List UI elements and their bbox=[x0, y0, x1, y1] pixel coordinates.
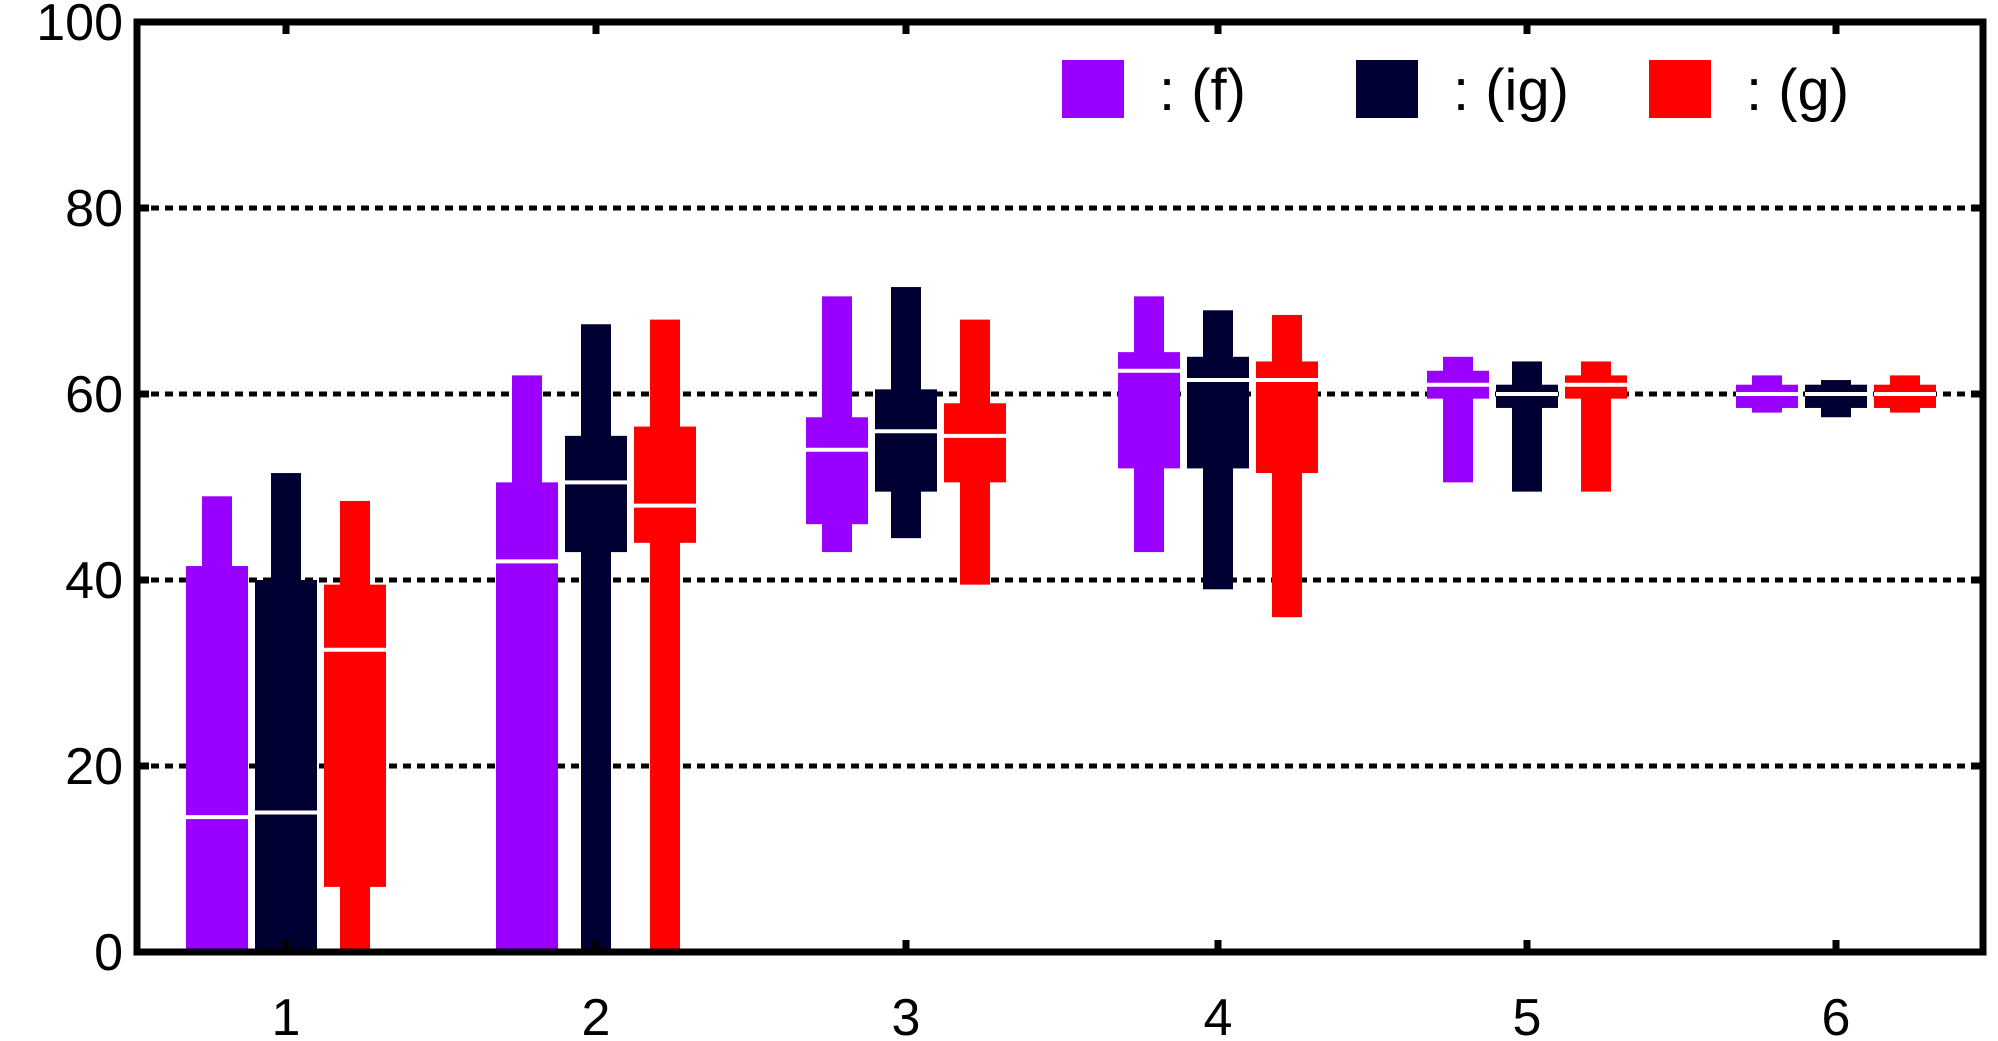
iqr-box bbox=[944, 403, 1006, 483]
box-3-4 bbox=[1256, 314, 1318, 618]
box-1-4 bbox=[1118, 296, 1180, 553]
legend-swatch bbox=[1649, 60, 1711, 118]
box-2-4 bbox=[1187, 310, 1249, 590]
legend-entry-2: : (ig) bbox=[1356, 58, 1569, 123]
plot-area bbox=[186, 287, 1936, 953]
box-3-1 bbox=[324, 500, 386, 952]
y-tick-label: 100 bbox=[36, 0, 123, 52]
x-tick-label: 5 bbox=[1513, 989, 1542, 1041]
box-1-1 bbox=[186, 496, 248, 952]
iqr-box bbox=[565, 435, 627, 553]
iqr-box bbox=[1805, 384, 1867, 408]
y-tick-label: 20 bbox=[65, 738, 123, 796]
y-tick-label: 40 bbox=[65, 552, 123, 610]
iqr-box bbox=[1187, 356, 1249, 469]
box-2-3 bbox=[875, 287, 937, 539]
box-1-6 bbox=[1736, 375, 1798, 413]
iqr-box bbox=[255, 580, 317, 952]
iqr-box bbox=[324, 584, 386, 887]
iqr-box bbox=[496, 482, 558, 952]
iqr-box bbox=[186, 566, 248, 952]
whisker bbox=[650, 319, 680, 953]
legend-swatch bbox=[1356, 60, 1418, 118]
legend-label: : (g) bbox=[1746, 58, 1849, 123]
box-1-2 bbox=[496, 375, 558, 952]
box-1-3 bbox=[806, 296, 868, 553]
x-tick-label: 4 bbox=[1204, 989, 1233, 1041]
iqr-box bbox=[634, 426, 696, 543]
box-1-5 bbox=[1427, 356, 1489, 483]
y-tick-label: 0 bbox=[94, 924, 123, 982]
box-2-2 bbox=[565, 324, 627, 952]
iqr-box bbox=[1874, 384, 1936, 408]
iqr-box bbox=[1565, 375, 1627, 399]
plot-frame bbox=[133, 18, 1987, 956]
iqr-box bbox=[875, 389, 937, 492]
x-tick-label: 1 bbox=[272, 989, 301, 1041]
y-tick-label: 80 bbox=[65, 180, 123, 238]
whisker bbox=[1512, 361, 1542, 492]
legend: : (f) : (ig) : (g) bbox=[1062, 58, 1849, 123]
box-2-5 bbox=[1496, 361, 1558, 492]
legend-swatch bbox=[1062, 60, 1124, 118]
whisker bbox=[581, 324, 611, 952]
x-tick-label: 3 bbox=[892, 989, 921, 1041]
gridlines bbox=[137, 205, 1983, 769]
legend-label: : (f) bbox=[1159, 58, 1246, 123]
x-tick-label: 2 bbox=[582, 989, 611, 1041]
box-2-6 bbox=[1805, 380, 1867, 418]
legend-entry-1: : (f) bbox=[1062, 58, 1246, 123]
y-tick-label: 60 bbox=[65, 366, 123, 424]
iqr-box bbox=[806, 417, 868, 525]
legend-label: : (ig) bbox=[1453, 58, 1569, 123]
box-3-2 bbox=[634, 319, 696, 953]
axis-ticks: 0 20 40 60 80 100 1 2 3 4 5 6 bbox=[36, 0, 1983, 1041]
iqr-box bbox=[1496, 384, 1558, 408]
box-3-6 bbox=[1874, 375, 1936, 413]
x-tick-label: 6 bbox=[1822, 989, 1851, 1041]
box-3-3 bbox=[944, 319, 1006, 585]
box-2-1 bbox=[255, 473, 317, 952]
iqr-box bbox=[1736, 384, 1798, 408]
legend-entry-3: : (g) bbox=[1649, 58, 1849, 123]
box-3-5 bbox=[1565, 361, 1627, 492]
